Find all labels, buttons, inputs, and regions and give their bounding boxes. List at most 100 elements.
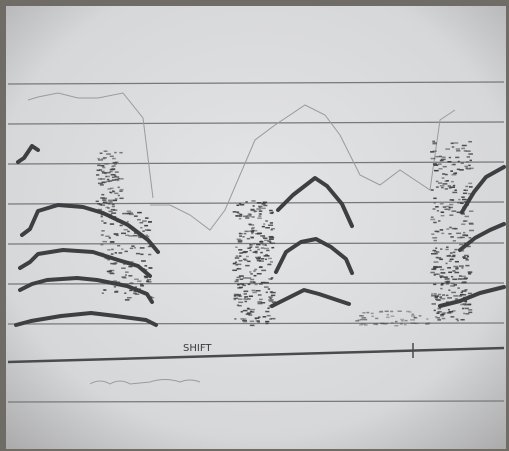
speck bbox=[110, 208, 116, 211]
speck bbox=[245, 201, 248, 203]
handwriting bbox=[89, 379, 201, 385]
speck bbox=[449, 252, 453, 254]
speck bbox=[236, 215, 241, 217]
speck bbox=[261, 242, 264, 245]
speck bbox=[269, 241, 272, 244]
speck bbox=[439, 155, 442, 158]
speck bbox=[263, 204, 268, 207]
speck bbox=[456, 232, 462, 235]
speck bbox=[130, 226, 134, 229]
speck bbox=[441, 304, 445, 306]
speck bbox=[253, 274, 257, 277]
speck bbox=[431, 293, 434, 295]
speck bbox=[112, 161, 118, 164]
speck bbox=[97, 178, 102, 180]
speck bbox=[442, 183, 447, 185]
speck bbox=[464, 254, 469, 257]
speck bbox=[468, 273, 472, 275]
speck bbox=[244, 296, 249, 298]
speck bbox=[261, 269, 267, 272]
speck bbox=[146, 281, 152, 283]
speck bbox=[469, 210, 474, 212]
speck bbox=[113, 286, 117, 288]
speck bbox=[138, 236, 141, 239]
speck bbox=[237, 241, 243, 243]
speck bbox=[242, 277, 247, 279]
speck bbox=[240, 283, 245, 285]
speck bbox=[433, 221, 437, 224]
speck bbox=[440, 282, 445, 285]
speck bbox=[106, 171, 111, 174]
speck bbox=[244, 230, 249, 233]
speck bbox=[142, 268, 145, 270]
speck bbox=[434, 295, 439, 297]
speck bbox=[115, 281, 121, 283]
speck bbox=[434, 169, 439, 172]
speck bbox=[106, 180, 111, 183]
speck bbox=[466, 198, 469, 201]
speck bbox=[114, 197, 118, 200]
speck bbox=[452, 255, 455, 257]
speck bbox=[440, 272, 446, 274]
speck bbox=[239, 278, 244, 280]
speck bbox=[100, 215, 103, 218]
speck bbox=[269, 222, 274, 224]
speck bbox=[105, 257, 110, 260]
speck bbox=[433, 261, 439, 263]
speck bbox=[106, 153, 111, 155]
speck bbox=[263, 223, 266, 225]
speck bbox=[113, 233, 119, 235]
speck bbox=[408, 311, 412, 313]
speck bbox=[360, 323, 366, 325]
speck bbox=[261, 203, 265, 205]
speck bbox=[254, 283, 258, 286]
speck bbox=[255, 289, 261, 292]
trace-faint bbox=[27, 92, 154, 199]
speck bbox=[450, 285, 455, 287]
speck bbox=[255, 232, 259, 235]
speck bbox=[117, 244, 121, 247]
speck bbox=[108, 200, 113, 203]
speck bbox=[144, 276, 148, 279]
speck bbox=[98, 169, 103, 171]
speck bbox=[456, 168, 460, 171]
speck bbox=[449, 258, 454, 261]
speck bbox=[235, 255, 239, 257]
speck bbox=[119, 178, 124, 180]
speck bbox=[246, 260, 251, 263]
speck bbox=[465, 313, 470, 315]
speck bbox=[450, 282, 455, 285]
speck bbox=[240, 311, 243, 313]
paper bbox=[6, 6, 506, 449]
speck bbox=[241, 251, 247, 254]
speck bbox=[267, 307, 270, 310]
speck bbox=[250, 231, 254, 233]
speck bbox=[141, 260, 146, 262]
speck bbox=[236, 263, 242, 266]
speck bbox=[439, 185, 445, 187]
speck bbox=[435, 298, 438, 301]
speck bbox=[439, 159, 444, 162]
speck bbox=[140, 227, 143, 229]
speck bbox=[270, 299, 274, 301]
speck bbox=[432, 237, 438, 239]
speck bbox=[430, 151, 435, 153]
speck bbox=[262, 244, 267, 246]
speck bbox=[103, 289, 107, 291]
speck bbox=[453, 284, 457, 286]
speck bbox=[454, 298, 459, 300]
speck bbox=[112, 199, 118, 202]
speck bbox=[463, 312, 466, 315]
speck bbox=[238, 301, 244, 304]
trace bbox=[14, 311, 158, 327]
speck bbox=[126, 220, 129, 223]
speck bbox=[364, 318, 368, 321]
speck bbox=[462, 294, 467, 296]
speck bbox=[431, 253, 436, 255]
speck bbox=[248, 314, 253, 316]
speck bbox=[252, 251, 256, 254]
speck bbox=[114, 290, 119, 293]
speck bbox=[106, 178, 110, 181]
speck bbox=[439, 276, 443, 279]
